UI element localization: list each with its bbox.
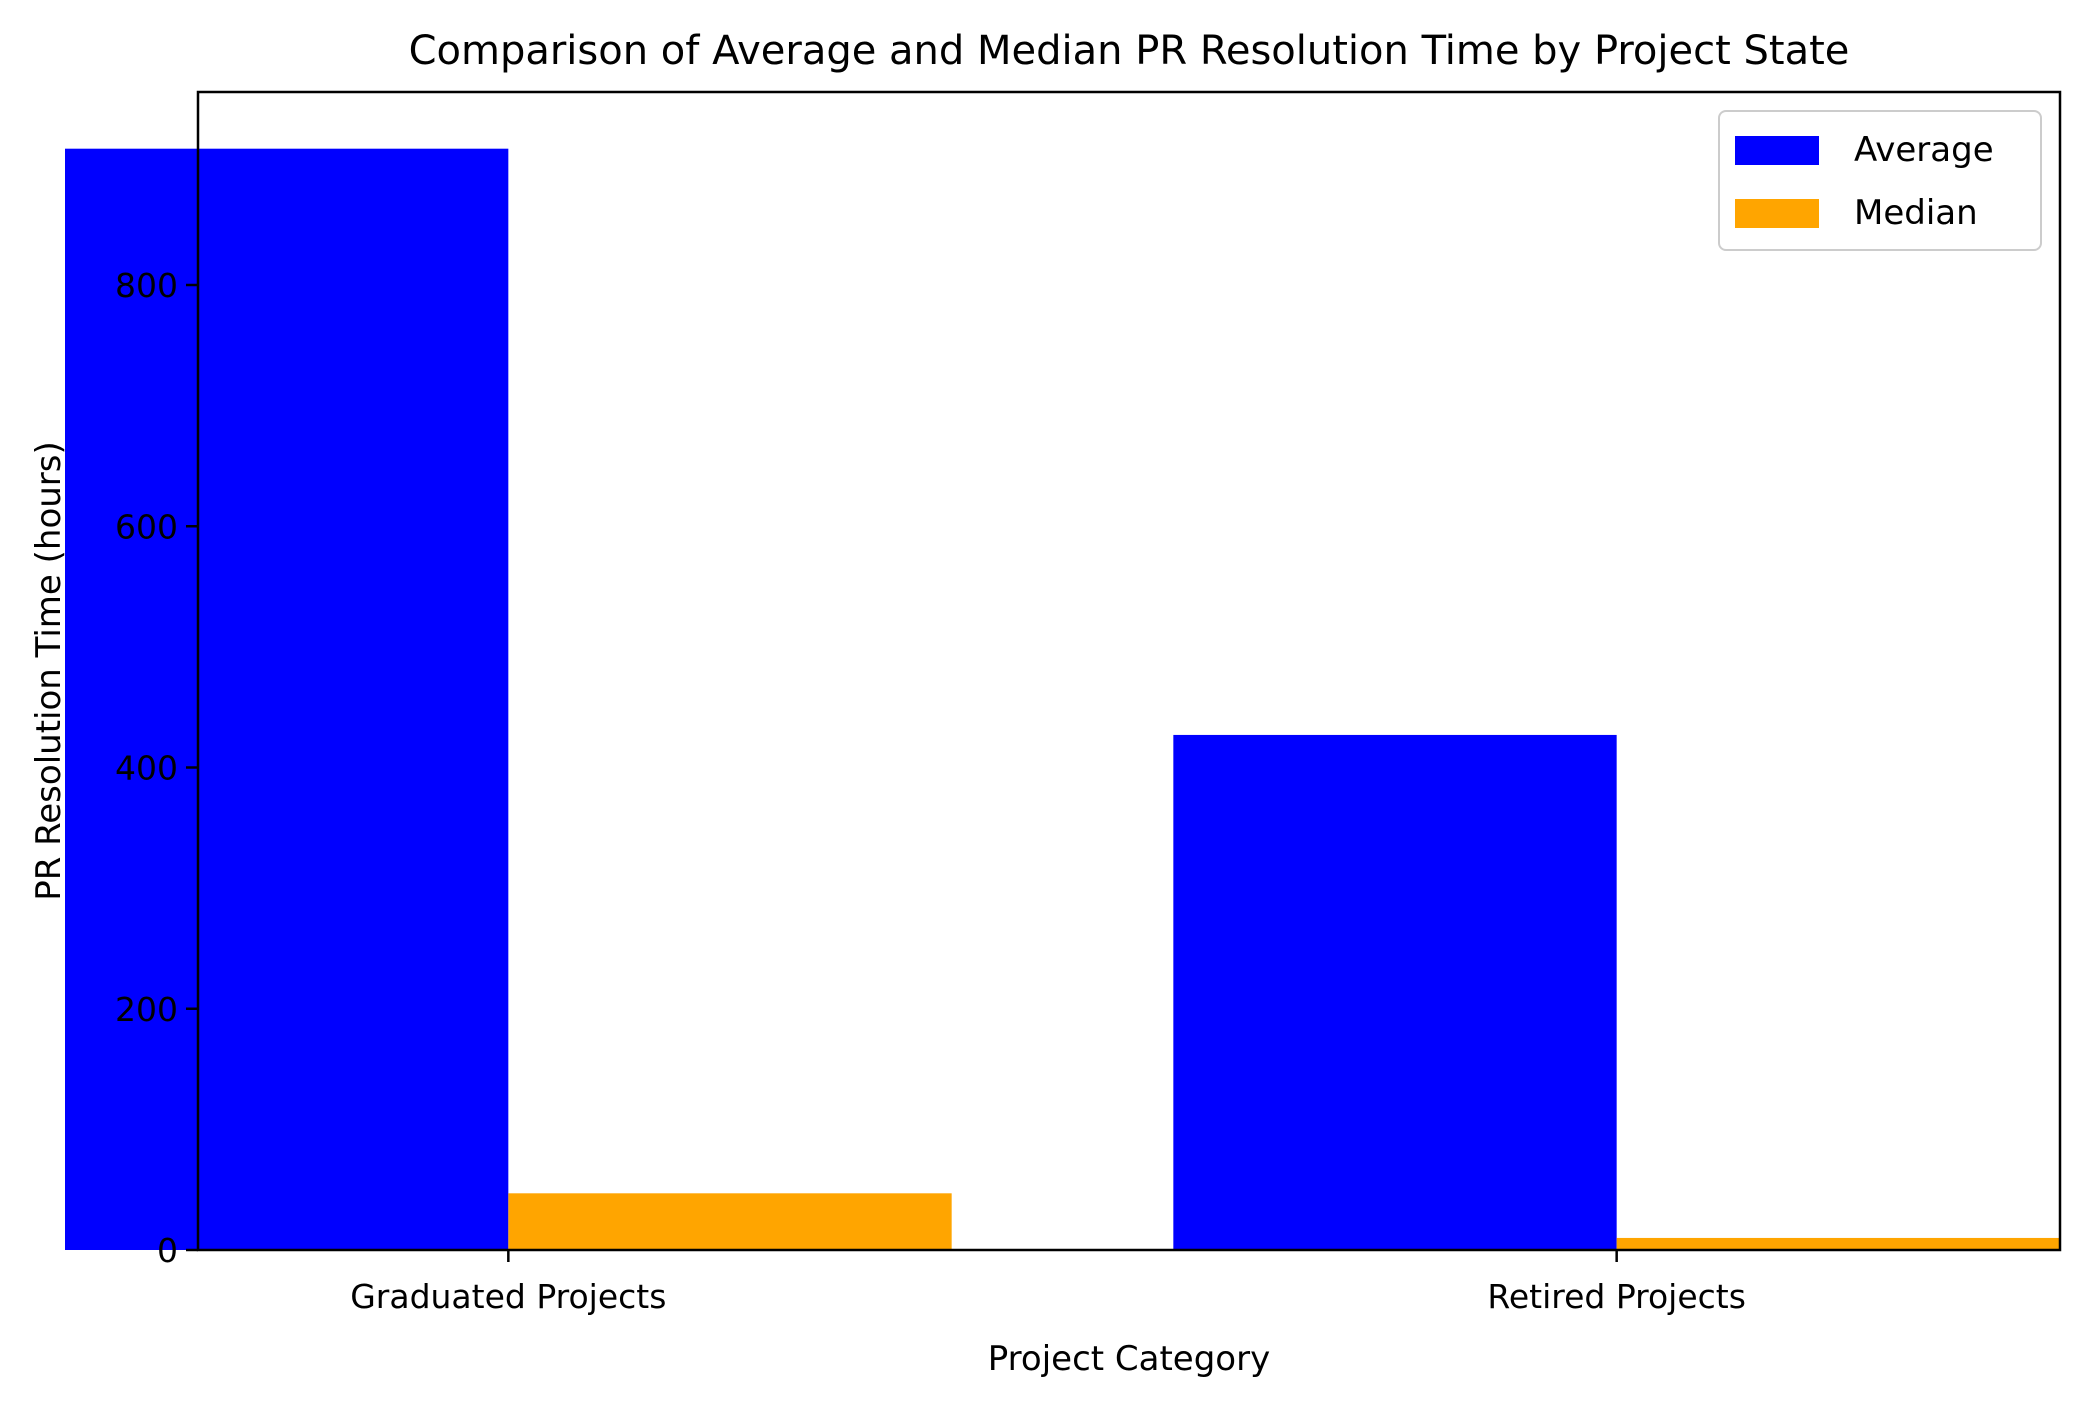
x-axis: Graduated Projects Retired Projects <box>350 1250 1746 1316</box>
bar-average-0 <box>65 148 509 1251</box>
bars-layer <box>65 148 2060 1251</box>
y-tick-label: 600 <box>115 507 178 546</box>
x-tick-label: Retired Projects <box>1487 1277 1746 1316</box>
plot-frame <box>196 90 2062 1252</box>
y-axis: 0 200 400 600 800 <box>115 266 198 1270</box>
x-tick-label: Graduated Projects <box>350 1277 666 1316</box>
y-axis-label: PR Resolution Time (hours) <box>29 441 69 901</box>
y-tick-label: 400 <box>115 749 178 788</box>
bar-average-1 <box>1173 734 1617 1250</box>
bar-median-0 <box>508 1193 952 1250</box>
y-tick-label: 800 <box>115 266 178 305</box>
y-tick-label: 0 <box>157 1231 178 1270</box>
x-axis-label: Project Category <box>988 1339 1270 1379</box>
bar-median-1 <box>1616 1237 2060 1250</box>
legend-swatch-average <box>1735 136 1819 165</box>
y-tick-label: 200 <box>115 990 178 1029</box>
legend-label-average: Average <box>1854 130 1994 170</box>
chart-title: Comparison of Average and Median PR Reso… <box>409 28 1850 74</box>
legend-swatch-median <box>1735 199 1819 228</box>
legend: Average Median <box>1718 110 2042 251</box>
legend-label-median: Median <box>1854 193 1978 233</box>
